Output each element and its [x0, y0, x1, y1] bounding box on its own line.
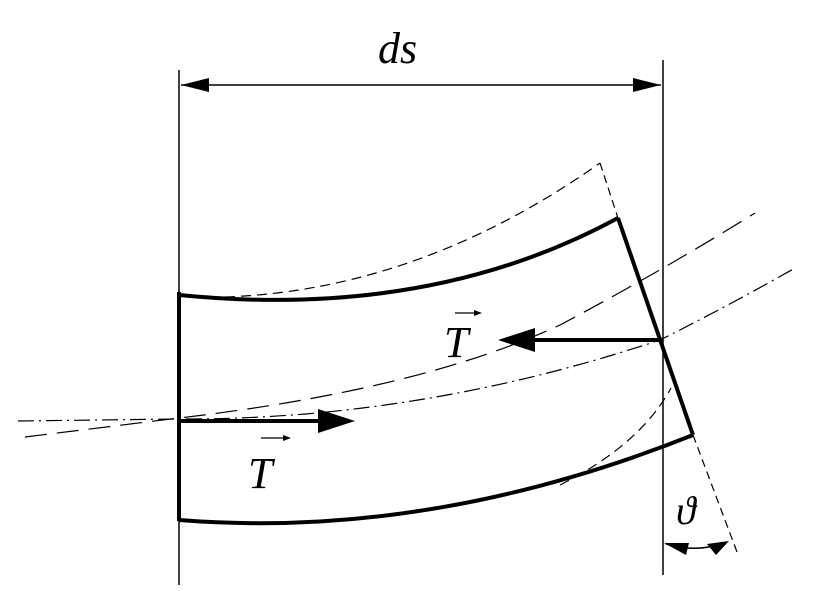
- dimension-arrowhead-left: [181, 78, 209, 92]
- vector-arrowhead-icon: [283, 435, 291, 441]
- angle-label: ϑ: [676, 488, 698, 533]
- long-dashed-curve: [24, 212, 756, 438]
- rotated-section-extension-bottom: [692, 434, 738, 553]
- angle-arrowhead-left: [664, 543, 689, 555]
- tension-label-right: T: [248, 449, 276, 498]
- dimension-label: ds: [378, 24, 417, 73]
- tension-arrowhead-right: [318, 409, 355, 433]
- vector-arrowhead-icon: [474, 310, 482, 316]
- tension-arrowhead-left: [498, 328, 535, 352]
- dash-dot-centerline: [17, 267, 796, 422]
- upper-dashed-curve: [224, 162, 601, 298]
- dimension-arrowhead-right: [633, 78, 661, 92]
- rotated-section-extension-top: [599, 162, 619, 219]
- right-section-edge: [616, 217, 695, 436]
- angle-arrowhead-right: [707, 541, 729, 555]
- tension-label-left: T: [444, 318, 472, 367]
- top-fiber-curve: [178, 216, 619, 302]
- bottom-fiber-curve: [178, 433, 694, 526]
- lower-dashed-curve: [559, 387, 672, 486]
